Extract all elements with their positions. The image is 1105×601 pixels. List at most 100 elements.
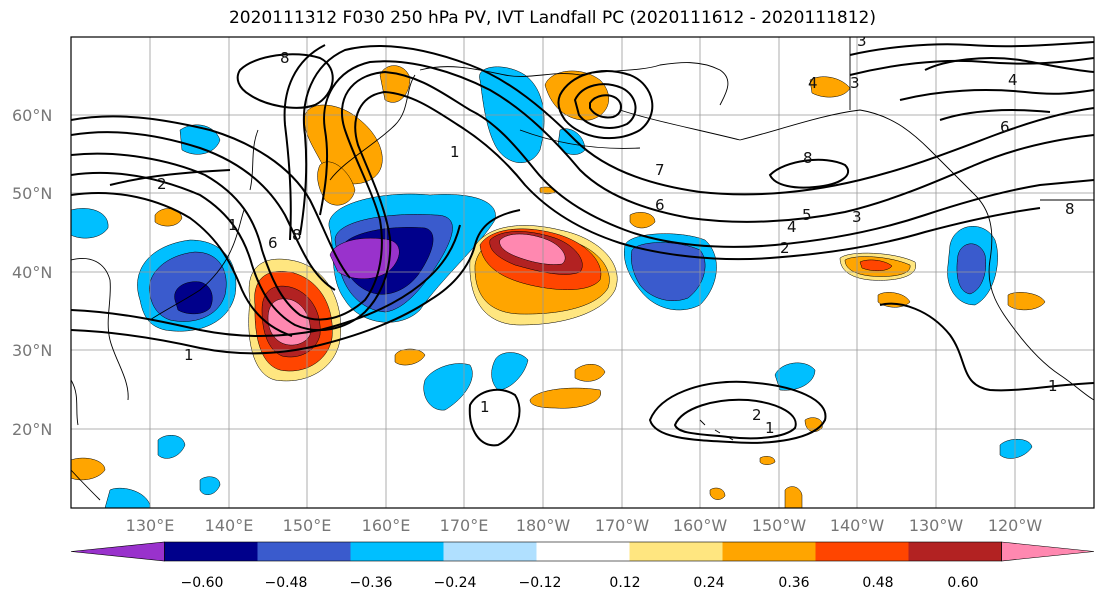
fill-small-blue1 [423,363,473,411]
contour-pv-main2 [71,90,1041,332]
colorbar: −0.60 −0.48 −0.36 −0.24 −0.12 0.12 0.24 … [70,541,1095,591]
fill-small-pos2 [529,387,601,409]
colorbar-segment [257,542,351,561]
colorbar-tick-label: 0.24 [693,575,724,591]
contour-label: 6 [1000,118,1010,136]
colorbar-segment [164,542,258,561]
colorbar-segment [815,542,909,561]
fill-east-pac-pos3 [859,259,893,271]
colorbar-segment [536,542,630,561]
contour-pv-rings2 [573,83,637,129]
contour-label: 2 [780,239,790,257]
contour-label: 2 [752,406,762,424]
fill-small-pos8 [709,487,726,500]
contour-label: 4 [787,218,797,236]
contour-label: 1 [1048,377,1058,395]
contour-pv-2-hawaii [673,398,797,440]
fill-small-blue2 [491,352,529,391]
lat-label: 40°N [12,263,52,282]
contour-label: 8 [292,226,302,244]
fill-dateline-pos5 [499,233,566,265]
colorbar-tick-label: −0.60 [181,575,224,591]
coast-siberia [419,66,581,77]
colorbar-tick-label: 0.12 [609,575,640,591]
coast-bc-us [974,194,1094,401]
lat-label: 30°N [12,341,52,360]
coast-japan [149,209,245,321]
colorbar-segment [350,542,444,561]
lat-label: 50°N [12,184,52,203]
lon-label: 170°E [440,516,489,535]
contour-label: 8 [1065,200,1075,218]
contour-pv-main3 [71,192,293,337]
contour-label: 1 [480,398,490,416]
coast-gulf-alaska [739,109,976,196]
contour-pv-ne2 [849,57,1094,76]
contour-pv-main4 [71,131,336,291]
lat-label: 20°N [12,420,52,439]
plot-title: 2020111312 F030 250 hPa PV, IVT Landfall… [228,8,876,28]
lon-label: 150°W [752,516,807,535]
contour-label: 6 [655,196,665,214]
contour-labels: 8 2 1 1 8 6 7 1 8 6 5 4 3 2 6 4 3 3 4 8 … [157,32,1075,437]
colorbar-segment [722,542,816,561]
colorbar-extend-high [1001,541,1095,562]
contour-pv-rings3 [589,94,622,119]
contour-label: 4 [808,74,818,92]
contour-pv-ne3 [899,89,1094,101]
contour-pv-1-west [71,209,521,355]
fill-small-pos5 [154,208,183,227]
contour-pv-8-ak [768,158,850,189]
colorbar-segment [908,542,1002,561]
fill-small-pos9 [759,456,776,465]
contour-label: 3 [857,32,867,50]
colorbar-tick-label: −0.48 [265,575,308,591]
coastlines [71,37,1094,501]
lon-label: 160°W [673,516,728,535]
contour-label: 5 [802,206,812,224]
contour-label: 1 [184,346,194,364]
fill-small-pos7 [784,486,803,508]
contour-pv-high3 [283,44,326,241]
fill-japan-neg-inner [174,281,213,315]
contour-pv-1-hawaii [648,380,827,444]
contour-label: 6 [268,234,278,252]
lon-label: 150°E [283,516,332,535]
colorbar-tick-label: −0.36 [350,575,393,591]
fill-calif-pos2 [1007,292,1046,311]
coast-kamchatka [329,74,416,181]
fill-oregon-neg-core [956,243,986,295]
map-panel: 8 2 1 1 8 6 7 1 8 6 5 4 3 2 6 4 3 3 4 8 … [71,32,1094,508]
latitude-labels: 60°N 50°N 40°N 30°N 20°N [12,106,52,439]
contour-pv-main1 [71,70,1094,321]
pv-contours [71,41,1094,447]
fill-small-pos6 [71,457,106,481]
pv-positive-fills [71,65,1046,508]
contour-pv-high1 [319,60,1094,223]
contour-pv-1-south [468,388,521,447]
contour-pv-2-west [71,224,461,337]
contour-label: 8 [803,149,813,167]
contour-label: 3 [850,74,860,92]
fill-w-blue1 [71,208,109,239]
colorbar-extend-low [70,541,165,562]
fill-small-blue4 [157,435,186,459]
colorbar-segment [443,542,537,561]
lon-label: 140°E [205,516,254,535]
colorbar-segments [70,541,1095,562]
fill-gulf-pos2 [629,212,656,229]
lon-label: 140°W [830,516,885,535]
colorbar-tick-label: 0.48 [862,575,893,591]
colorbar-tick-labels: −0.60 −0.48 −0.36 −0.24 −0.12 0.12 0.24 … [181,575,979,591]
contour-label: 1 [765,419,775,437]
colorbar-tick-label: 0.36 [778,575,809,591]
fill-small-pos3 [574,364,606,382]
colorbar-tick-label: −0.12 [519,575,562,591]
colorbar-tick-label: 0.60 [947,575,978,591]
contour-pv-2-nw [109,169,231,186]
colorbar-segment [629,542,723,561]
contour-label: 3 [852,208,862,226]
lon-label: 160°E [362,516,411,535]
contour-label: 1 [450,143,460,161]
